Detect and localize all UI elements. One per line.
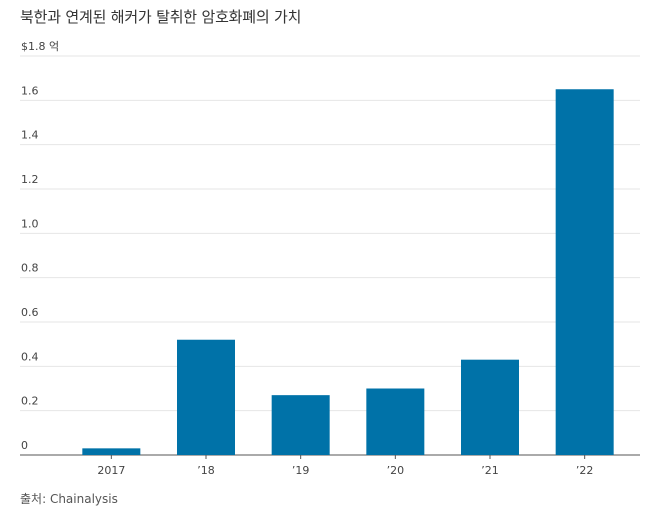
y-tick-label: 1.4	[21, 129, 39, 142]
x-tick-label: 2017	[97, 464, 125, 477]
bar	[555, 89, 614, 455]
y-tick-label: 0	[21, 439, 28, 452]
y-tick-label: 1.6	[21, 84, 39, 97]
chart-title: 북한과 연계된 해커가 탈취한 암호화폐의 가치	[20, 8, 302, 26]
chart-source: 출처: Chainalysis	[20, 492, 118, 506]
y-tick-label: 0.2	[21, 395, 39, 408]
y-tick-label: 0.8	[21, 262, 39, 275]
x-tick-label: ’19	[292, 464, 310, 477]
x-tick-label: ’20	[387, 464, 405, 477]
y-tick-label: 0.4	[21, 350, 39, 363]
bar	[177, 339, 235, 455]
x-tick-label: ’21	[481, 464, 499, 477]
y-tick-label: $1.8 억	[21, 40, 59, 53]
bar	[82, 448, 141, 455]
bar	[366, 388, 425, 455]
y-tick-label: 0.6	[21, 306, 39, 319]
bar	[461, 359, 519, 455]
y-tick-label: 1.0	[21, 217, 39, 230]
y-tick-label: 1.2	[21, 173, 39, 186]
x-tick-label: ’22	[576, 464, 594, 477]
x-tick-label: ’18	[197, 464, 215, 477]
bar	[271, 395, 330, 455]
